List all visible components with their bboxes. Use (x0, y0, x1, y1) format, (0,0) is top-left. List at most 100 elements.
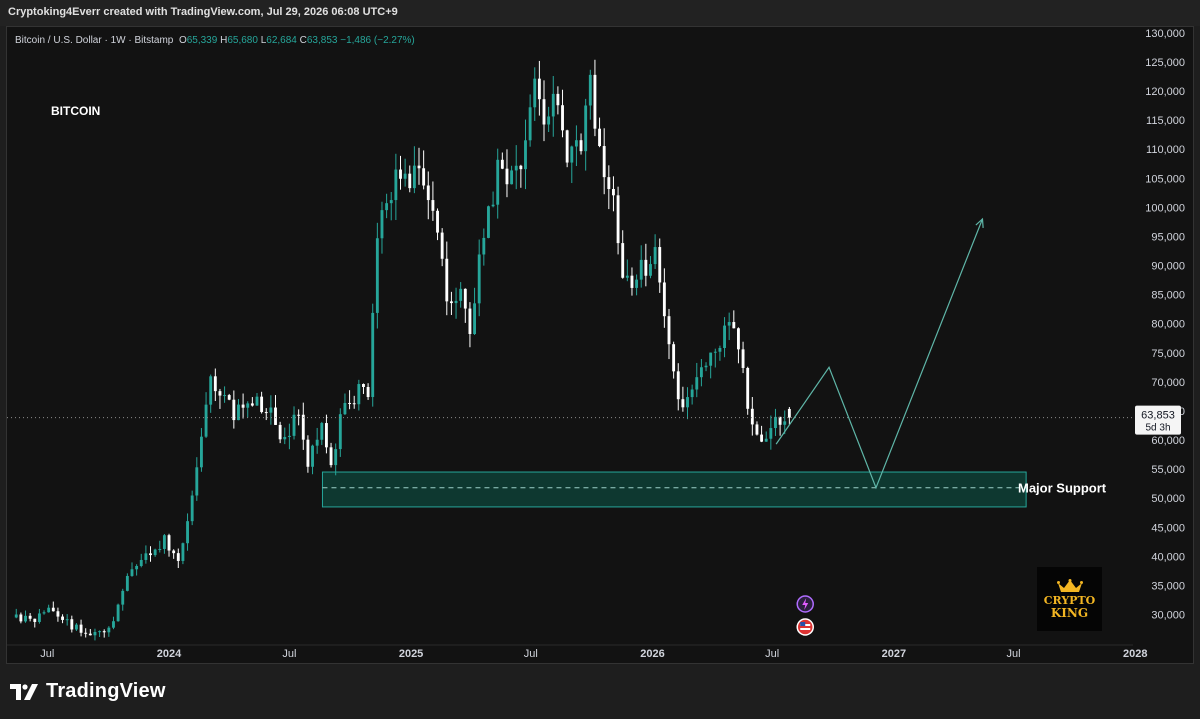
projection-path[interactable] (775, 218, 984, 490)
candle[interactable] (213, 368, 217, 402)
candle[interactable] (570, 145, 574, 184)
candle[interactable] (750, 396, 754, 436)
candle[interactable] (283, 427, 287, 445)
candle[interactable] (269, 395, 273, 425)
candle[interactable] (287, 423, 291, 450)
candle[interactable] (19, 612, 23, 624)
candle[interactable] (556, 86, 560, 115)
candle[interactable] (732, 310, 736, 329)
candle[interactable] (598, 117, 601, 148)
candle[interactable] (227, 393, 231, 401)
candle[interactable] (468, 302, 472, 348)
candle[interactable] (357, 379, 361, 411)
candle[interactable] (551, 76, 555, 137)
support-zone[interactable] (321, 471, 1027, 508)
candle[interactable] (14, 608, 18, 619)
candle[interactable] (686, 387, 689, 420)
candle[interactable] (690, 384, 694, 405)
candle[interactable] (93, 628, 97, 641)
candle[interactable] (24, 610, 27, 623)
candle[interactable] (250, 397, 254, 407)
candle[interactable] (172, 549, 176, 559)
candle[interactable] (42, 610, 46, 615)
candle[interactable] (746, 366, 750, 415)
candle[interactable] (774, 408, 777, 436)
candle[interactable] (565, 129, 569, 168)
candle[interactable] (329, 442, 333, 468)
candle[interactable] (741, 341, 745, 374)
candle[interactable] (676, 363, 680, 411)
candle[interactable] (635, 274, 639, 296)
candle[interactable] (292, 406, 296, 440)
candle[interactable] (204, 392, 208, 438)
candle[interactable] (278, 421, 282, 444)
candle[interactable] (510, 165, 514, 185)
candle[interactable] (408, 165, 412, 193)
candle[interactable] (232, 390, 236, 429)
candle[interactable] (176, 548, 180, 569)
candle[interactable] (306, 435, 310, 473)
candle[interactable] (334, 443, 338, 476)
candle[interactable] (760, 425, 764, 443)
candle[interactable] (366, 383, 370, 400)
candle[interactable] (102, 629, 106, 638)
candle[interactable] (500, 152, 504, 170)
candle[interactable] (477, 239, 481, 317)
candle[interactable] (181, 542, 185, 565)
candle[interactable] (47, 604, 51, 613)
candle[interactable] (662, 268, 666, 328)
candle[interactable] (463, 288, 467, 323)
candle[interactable] (33, 618, 37, 628)
candle[interactable] (338, 408, 342, 457)
candle[interactable] (528, 94, 532, 147)
candle[interactable] (787, 406, 791, 425)
tradingview-logo[interactable]: TradingView (10, 680, 166, 703)
candle[interactable] (121, 588, 125, 611)
chart-frame[interactable]: 30,000 35,000 40,000 45,000 50,000 55,000 60,0… (6, 26, 1194, 664)
candle[interactable] (264, 408, 268, 421)
candle[interactable] (755, 421, 759, 436)
candle[interactable] (505, 149, 509, 198)
plot-area[interactable] (7, 27, 1133, 663)
candle[interactable] (139, 553, 143, 568)
price-chart[interactable]: 30,000 35,000 40,000 45,000 50,000 55,000 60,0… (7, 27, 1193, 663)
candle[interactable] (399, 155, 402, 190)
candle[interactable] (199, 428, 203, 472)
candle[interactable] (324, 414, 328, 454)
candle[interactable] (704, 362, 708, 372)
candle[interactable] (149, 546, 152, 562)
candle[interactable] (380, 201, 384, 254)
candle[interactable] (301, 402, 305, 450)
candle[interactable] (658, 238, 662, 293)
candle[interactable] (769, 415, 773, 450)
candle[interactable] (449, 291, 453, 315)
candle[interactable] (135, 564, 139, 576)
candle[interactable] (70, 615, 74, 633)
candle[interactable] (723, 317, 726, 358)
candle[interactable] (352, 395, 356, 409)
candle[interactable] (579, 133, 583, 155)
candle[interactable] (649, 256, 652, 279)
candle[interactable] (223, 386, 227, 403)
candle[interactable] (162, 534, 166, 554)
candle[interactable] (487, 205, 490, 239)
candle[interactable] (28, 612, 32, 622)
candle[interactable] (542, 80, 546, 142)
candle[interactable] (672, 341, 676, 379)
candle[interactable] (473, 287, 476, 335)
candle[interactable] (561, 89, 564, 138)
candle[interactable] (51, 601, 55, 612)
candle[interactable] (297, 409, 301, 426)
candle[interactable] (644, 243, 648, 287)
candle[interactable] (593, 59, 597, 137)
candle[interactable] (112, 616, 115, 630)
candle[interactable] (190, 490, 194, 526)
candle[interactable] (130, 562, 134, 577)
candle[interactable] (255, 393, 259, 406)
candle[interactable] (547, 106, 551, 132)
candle[interactable] (195, 457, 199, 501)
candle[interactable] (125, 573, 129, 592)
candle[interactable] (699, 358, 703, 387)
us-economic-event-icon[interactable] (796, 618, 814, 636)
candle[interactable] (417, 147, 421, 185)
